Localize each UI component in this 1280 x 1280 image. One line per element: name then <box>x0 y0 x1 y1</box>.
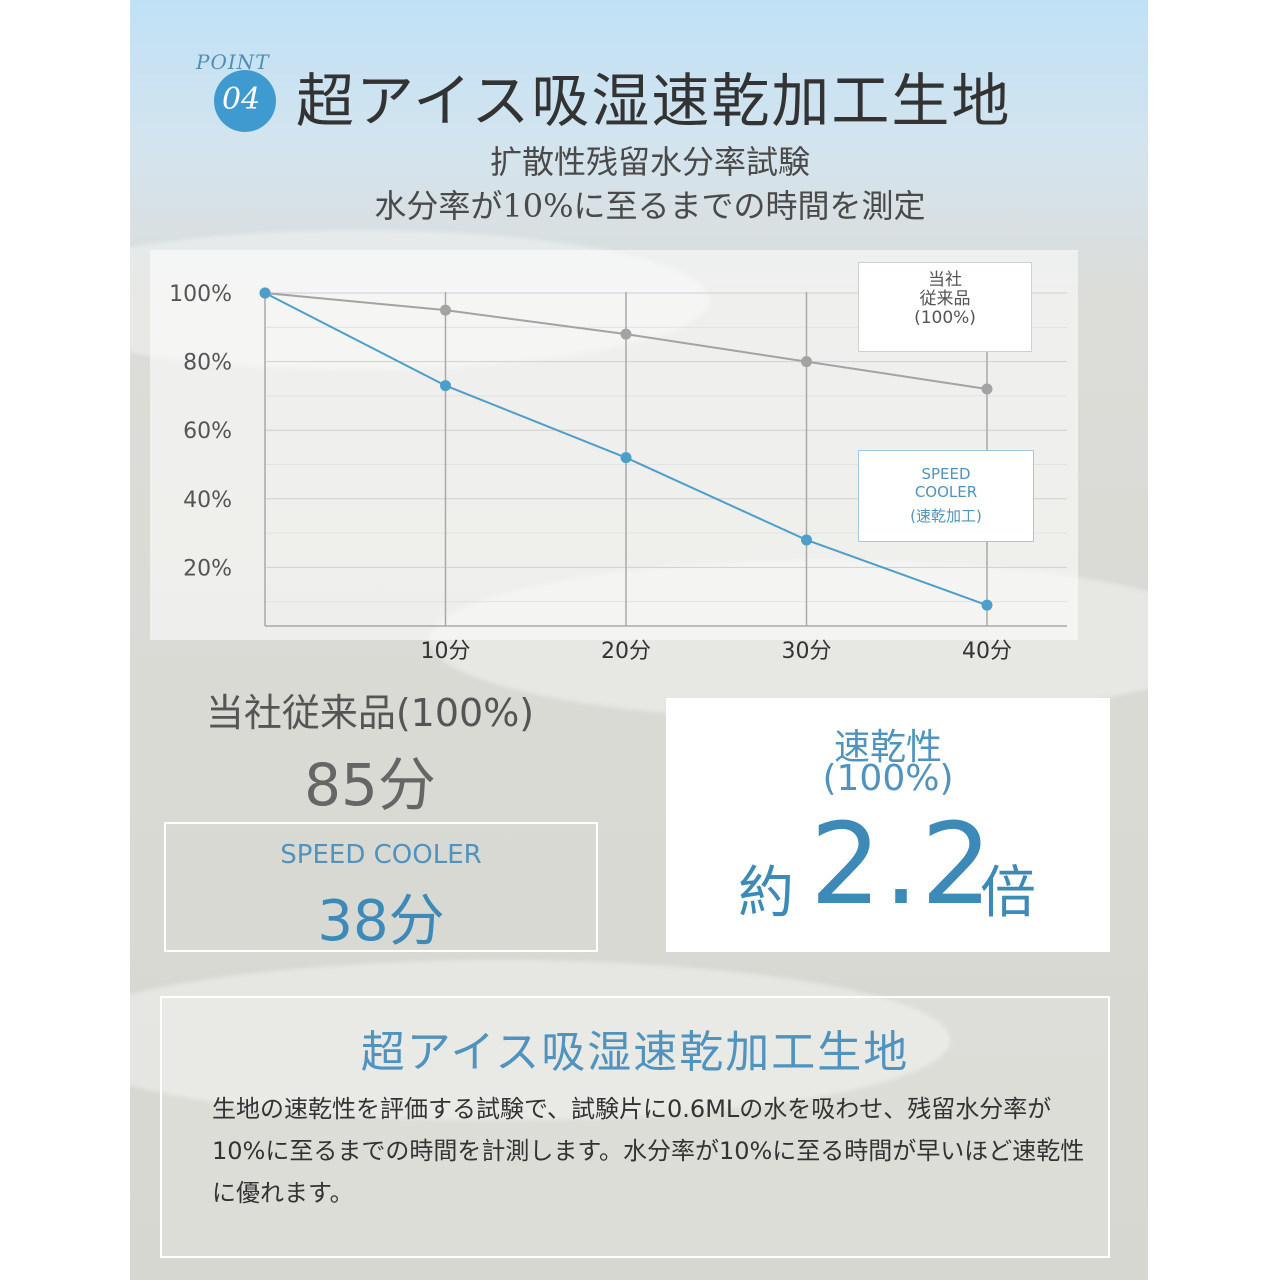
subtitle-line-2: 水分率が10%に至るまでの時間を測定 <box>374 187 926 225</box>
legend-speed-line-1: SPEED <box>921 465 971 483</box>
y-tick-label: 20% <box>183 556 232 581</box>
y-tick-label: 40% <box>183 488 232 513</box>
description-box <box>160 996 1110 1258</box>
ratio-label-2: (100%) <box>822 758 954 799</box>
x-tick-label: 10分 <box>421 639 471 664</box>
speed-result-label: SPEED COOLER <box>280 840 482 870</box>
x-tick-label: 20分 <box>601 639 651 664</box>
speed-result-value: 38分 <box>317 889 445 954</box>
data-point-conventional <box>981 383 993 395</box>
legend-conventional: 当社 従来品 (100%) <box>858 262 1032 352</box>
legend-speed-cooler: SPEED COOLER (速乾加工) <box>858 450 1034 542</box>
legend-conventional-line-3: (100%) <box>914 308 976 328</box>
legend-conventional-line-2: 従来品 <box>919 289 971 309</box>
conventional-result-value: 85分 <box>304 751 436 819</box>
ratio-label-1: 速乾性 <box>833 727 942 768</box>
point-label: POINT <box>196 50 270 74</box>
data-point-speed-cooler <box>259 287 271 299</box>
data-point-conventional <box>801 356 812 368</box>
legend-conventional-line-1: 当社 <box>928 270 962 290</box>
data-point-speed-cooler <box>440 380 451 392</box>
ratio-box <box>666 698 1110 952</box>
page-title: 超アイス吸湿速乾加工生地 <box>296 67 1012 135</box>
point-badge <box>214 70 276 132</box>
ratio-prefix: 約 <box>738 861 794 926</box>
subtitle: 扩散性残留水分率試験 水分率が10%に至るまでの時間を測定 <box>300 140 1000 228</box>
description-body: 生地の速乾性を評価する試験で、試験片に0.6MLの水を吸わせ、残留水分率が10%… <box>212 1095 1085 1207</box>
y-tick-label: 60% <box>183 419 232 444</box>
point-number: 04 <box>222 82 261 117</box>
speed-result-box <box>164 822 598 952</box>
y-tick-label: 100% <box>169 282 232 307</box>
data-point-speed-cooler <box>620 452 632 464</box>
ratio-suffix: 倍 <box>980 861 1036 926</box>
legend-speed-line-2: COOLER <box>914 483 978 501</box>
data-point-speed-cooler <box>981 599 993 611</box>
x-tick-label: 40分 <box>962 639 1012 664</box>
y-tick-label: 80% <box>183 351 232 376</box>
fabric-texture <box>130 960 950 1120</box>
conventional-result-label: 当社従来品(100%) <box>205 691 535 735</box>
subtitle-line-1: 扩散性残留水分率試験 <box>489 143 810 181</box>
data-point-speed-cooler <box>801 534 812 546</box>
data-point-conventional <box>620 328 632 340</box>
data-point-conventional <box>440 304 451 316</box>
legend-speed-line-3: (速乾加工) <box>910 507 982 525</box>
description-title: 超アイス吸湿速乾加工生地 <box>360 1027 910 1078</box>
x-tick-label: 30分 <box>782 639 832 664</box>
ratio-value: 2.2 <box>810 800 995 930</box>
